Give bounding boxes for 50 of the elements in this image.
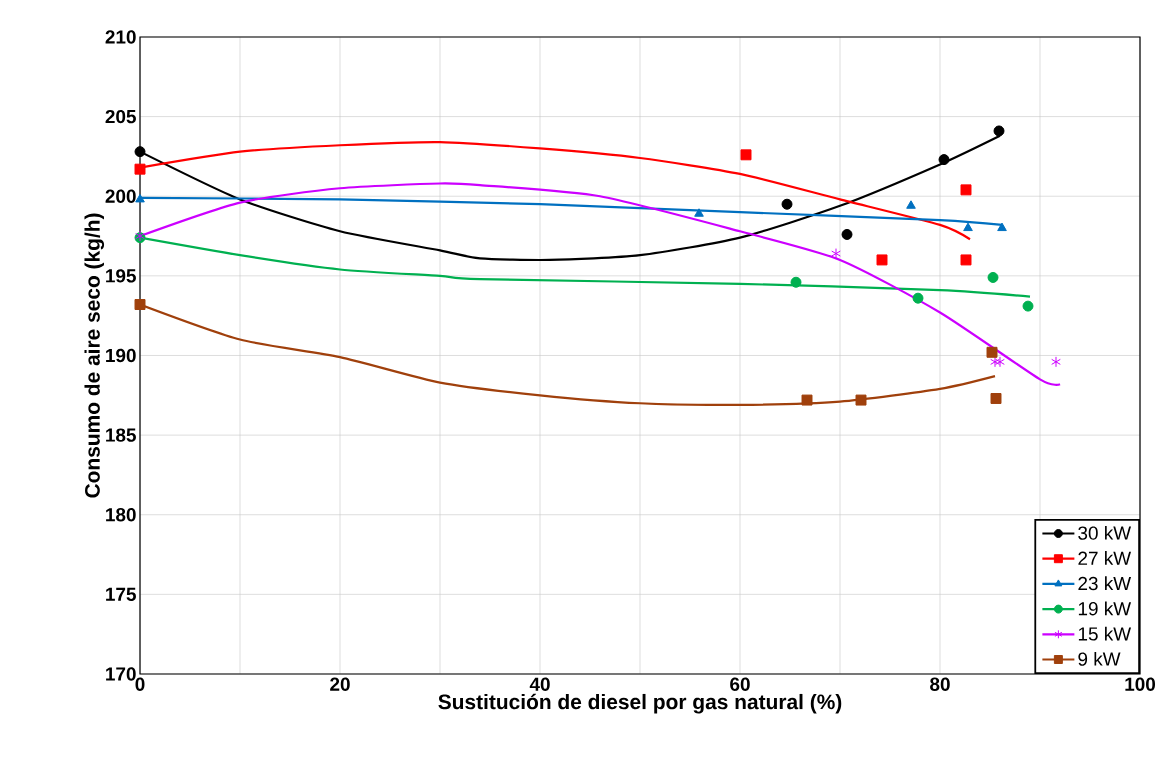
y-tick-label: 180 [106,508,136,522]
point [781,198,793,210]
y-tick-label: 200 [105,189,136,203]
point [841,228,853,240]
point [993,125,1005,137]
point [906,200,916,209]
point [694,208,704,217]
y-tick-label: 185 [106,428,136,442]
legend-label: 15 kW [1078,626,1132,641]
legend-label: 27 kW [1078,551,1132,565]
point [134,146,146,158]
x-axis-title: Sustitución de diesel por gas natural (%) [438,693,842,714]
point [995,356,1005,368]
point [990,356,1000,368]
point [790,276,802,288]
point [986,346,998,358]
point [855,394,867,406]
point [997,222,1007,232]
point [876,254,888,266]
y-tick-label: 190 [106,348,136,363]
point [960,254,972,266]
point [134,299,146,311]
point [912,292,924,304]
legend-label: 9 kW [1078,651,1121,666]
y-tick-label: 175 [106,587,136,601]
x-tick-label: 80 [930,677,950,691]
x-tick-label: 60 [730,677,750,691]
point [135,193,145,203]
point [801,394,813,406]
point [134,163,146,175]
x-tick-label: 0 [135,677,145,691]
legend-label: 23 kW [1078,576,1132,591]
x-tick-label: 100 [1125,677,1156,691]
y-tick-label: 210 [105,30,136,44]
y-tick-label: 170 [106,667,136,681]
point [740,149,752,161]
y-tick-label: 205 [105,109,136,124]
y-tick-label: 195 [106,269,136,283]
point [938,154,950,166]
y-axis-title: Consumo de aire seco (kg/h) [84,213,105,498]
point [1022,300,1034,312]
legend-label: 19 kW [1078,601,1132,616]
point [960,184,972,196]
point [987,271,999,283]
x-tick-label: 20 [330,677,350,691]
point [1051,356,1061,368]
point [990,393,1002,404]
legend-label: 30 kW [1078,525,1132,540]
point [963,222,973,232]
x-tick-label: 40 [529,677,550,691]
